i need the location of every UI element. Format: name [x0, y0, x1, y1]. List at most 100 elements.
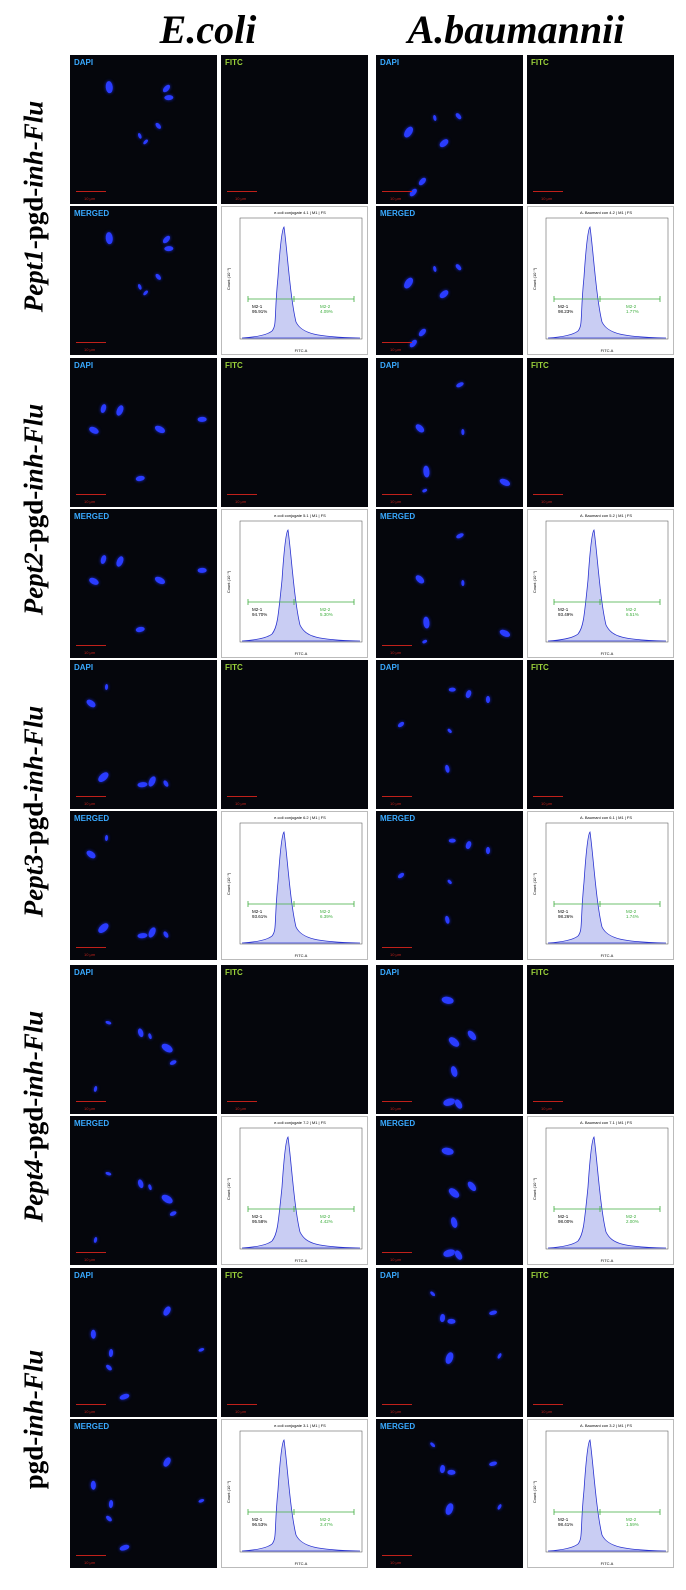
gate-name: M2-1 — [252, 304, 263, 309]
cell — [153, 272, 162, 282]
cell — [142, 139, 149, 147]
scale-bar — [227, 796, 257, 797]
histogram-plot: e.coli conjugate 6.2 | M1 | FS M2-193.61%… — [226, 815, 363, 958]
y-axis-label: Count (10⁻¹) — [532, 570, 537, 593]
channel-label: DAPI — [380, 58, 400, 67]
y-axis-label: Count (10⁻¹) — [532, 872, 537, 895]
histogram-plot: e.coli conjugate 3.1 | M1 | FS M2-196.53%… — [226, 1423, 363, 1566]
cell — [444, 915, 451, 925]
gate-percent: 4.42% — [320, 1219, 333, 1224]
scale-bar — [76, 796, 106, 797]
gate-percent: 95.58% — [252, 1219, 267, 1224]
gate-name: M2-2 — [626, 304, 637, 309]
y-axis-label: Count (10⁻¹) — [226, 872, 231, 895]
channel-label: MERGED — [74, 512, 110, 521]
cell — [142, 290, 149, 298]
gate-percent: 98.00% — [558, 1219, 573, 1224]
plot-frame — [239, 1127, 363, 1250]
row-label-text: pgd-inh-Flu — [19, 1350, 50, 1490]
row-label-text: Pept1-pgd-inh-Flu — [19, 101, 50, 313]
cell — [439, 1464, 445, 1474]
histogram: A. Baumani con 7.1 | M1 | FS M2-1 98.00% M2… — [527, 1116, 674, 1265]
plot-frame — [545, 520, 669, 643]
cell — [154, 575, 167, 586]
cell — [105, 835, 109, 842]
scale-bar-label: 10 μm — [235, 801, 247, 806]
cell — [464, 689, 472, 699]
cell — [396, 871, 405, 880]
cell — [161, 1304, 172, 1317]
plot-frame — [545, 822, 669, 945]
micrograph: FITC 10 μm — [527, 965, 674, 1114]
plot-frame — [239, 520, 363, 643]
y-axis-label: Count (10⁻¹) — [226, 1480, 231, 1503]
cell — [432, 114, 438, 122]
cell — [105, 80, 114, 94]
cell — [409, 338, 419, 349]
gate-percent: 98.26% — [558, 914, 573, 919]
scale-bar-label: 10 μm — [541, 801, 553, 806]
x-axis-label: FITC.A — [295, 1258, 308, 1263]
histogram-plot: A. Baumani con 7.1 | M1 | FS M2-198.00% M2… — [532, 1120, 669, 1263]
cell — [485, 695, 490, 703]
micrograph: DAPI 10 μm — [376, 965, 523, 1114]
histogram-curve — [547, 1439, 667, 1552]
cell — [198, 1498, 205, 1504]
cell — [114, 555, 125, 568]
scale-bar-label: 10 μm — [84, 801, 96, 806]
scale-bar — [76, 947, 106, 948]
micrograph: MERGED 10 μm — [70, 1419, 217, 1568]
channel-label: MERGED — [380, 814, 416, 823]
cell — [402, 276, 416, 291]
cell — [96, 770, 110, 784]
cell — [137, 781, 148, 789]
scale-bar-label: 10 μm — [390, 1257, 402, 1262]
scale-bar-label: 10 μm — [235, 1106, 247, 1111]
micrograph: MERGED 10 μm — [70, 206, 217, 355]
micrograph: DAPI 10 μm — [376, 358, 523, 507]
channel-label: MERGED — [74, 814, 110, 823]
gate-percent: 94.70% — [252, 612, 267, 617]
row-label-part: inh-Flu — [18, 403, 49, 491]
histogram: A. Baumani con 6.1 | M1 | FS M2-1 98.26% M2… — [527, 811, 674, 960]
cell — [160, 1193, 175, 1206]
scale-bar-label: 10 μm — [84, 196, 96, 201]
cell — [447, 1035, 462, 1049]
scale-bar-label: 10 μm — [390, 952, 402, 957]
cell — [432, 265, 438, 273]
row-label-part: inh-Flu — [18, 1349, 49, 1437]
plot-frame — [239, 1430, 363, 1553]
scale-bar-label: 10 μm — [390, 347, 402, 352]
scale-bar-label: 10 μm — [84, 499, 96, 504]
channel-label: FITC — [225, 1271, 243, 1280]
histogram-title: A. Baumani con 3.2 | M1 | FS — [580, 1423, 632, 1428]
cell — [91, 1481, 97, 1491]
cell — [422, 465, 431, 479]
channel-label: DAPI — [74, 968, 94, 977]
row-label: Pept2-pgd-inh-Flu — [0, 358, 68, 661]
histogram: e.coli conjugate 6.2 | M1 | FS M2-1 93.61%… — [221, 811, 368, 960]
y-axis-label: Count (10⁻¹) — [532, 1480, 537, 1503]
micrograph: FITC 10 μm — [221, 55, 368, 204]
row-label-part: -pgd- — [18, 490, 49, 553]
scale-bar-label: 10 μm — [390, 499, 402, 504]
cell — [440, 995, 454, 1005]
gate-name: M2-1 — [558, 607, 569, 612]
gate-percent: 98.41% — [558, 1522, 573, 1527]
channel-label: MERGED — [380, 1422, 416, 1431]
cell — [447, 1469, 456, 1475]
cell — [443, 1501, 455, 1516]
cell — [84, 697, 97, 709]
gate-name: M2-2 — [320, 1517, 331, 1522]
channel-label: DAPI — [380, 968, 400, 977]
histogram-title: A. Baumani con 4.2 | M1 | FS — [580, 210, 632, 215]
cell — [136, 1027, 145, 1039]
histogram: A. Baumani con 4.2 | M1 | FS M2-1 98.23% M2… — [527, 206, 674, 355]
cell — [454, 1098, 465, 1110]
cell — [135, 626, 145, 633]
row-label-part: Pept2 — [18, 552, 49, 616]
cell — [455, 381, 465, 389]
scale-bar — [227, 1101, 257, 1102]
x-axis-label: FITC.A — [601, 1561, 614, 1566]
